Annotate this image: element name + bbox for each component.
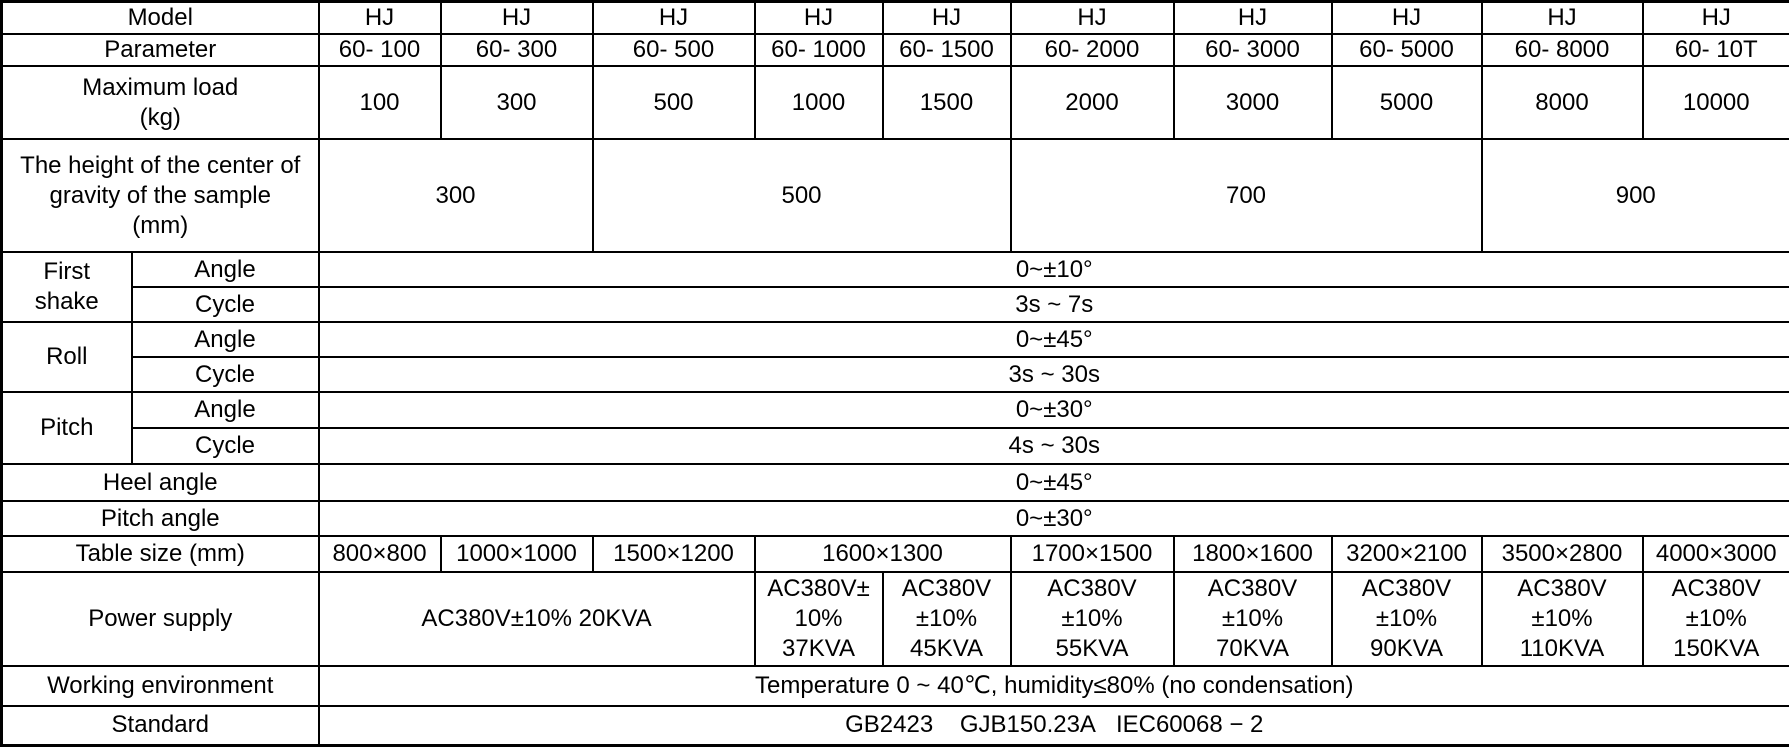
model-series-cell: HJ bbox=[1011, 2, 1174, 35]
power-supply-value-cell: AC380V ±10% 90KVA bbox=[1332, 572, 1482, 666]
model-code-cell: 60- 1500 bbox=[883, 34, 1011, 66]
roll-angle-value-cell: 0~±45° bbox=[319, 322, 1789, 357]
model-series-cell: HJ bbox=[883, 2, 1011, 35]
model-code-cell: 60- 5000 bbox=[1332, 34, 1482, 66]
gravity-height-value-cell: 700 bbox=[1011, 139, 1482, 252]
gravity-height-value-cell: 900 bbox=[1482, 139, 1789, 252]
pitch-angle-value-cell: 0~±30° bbox=[319, 392, 1789, 428]
table-size-label-cell: Table size (mm) bbox=[2, 536, 319, 572]
max-load-value-cell: 3000 bbox=[1174, 66, 1332, 139]
model-series-cell: HJ bbox=[1482, 2, 1643, 35]
model-series-cell: HJ bbox=[319, 2, 441, 35]
roll-group-cell: Roll bbox=[2, 322, 132, 392]
power-supply-value-cell: AC380V ±10% 150KVA bbox=[1643, 572, 1789, 666]
max-load-value-cell: 8000 bbox=[1482, 66, 1643, 139]
power-supply-value-cell: AC380V± 10% 37KVA bbox=[755, 572, 883, 666]
angle-label-cell: Angle bbox=[132, 392, 319, 428]
model-code-cell: 60- 2000 bbox=[1011, 34, 1174, 66]
row-working-environment: Working environment Temperature 0 ~ 40℃,… bbox=[2, 666, 1789, 706]
table-size-value-cell: 800×800 bbox=[319, 536, 441, 572]
row-pitch-angle-group: Pitch Angle 0~±30° bbox=[2, 392, 1789, 428]
model-series-cell: HJ bbox=[593, 2, 755, 35]
row-pitch-angle: Pitch angle 0~±30° bbox=[2, 501, 1789, 536]
model-code-cell: 60- 1000 bbox=[755, 34, 883, 66]
max-load-value-cell: 300 bbox=[441, 66, 593, 139]
gravity-height-value-cell: 500 bbox=[593, 139, 1011, 252]
max-load-value-cell: 10000 bbox=[1643, 66, 1789, 139]
model-code-cell: 60- 3000 bbox=[1174, 34, 1332, 66]
max-load-value-cell: 5000 bbox=[1332, 66, 1482, 139]
max-load-value-cell: 100 bbox=[319, 66, 441, 139]
power-supply-value-cell: AC380V ±10% 70KVA bbox=[1174, 572, 1332, 666]
model-code-cell: 60- 300 bbox=[441, 34, 593, 66]
heel-angle-value-cell: 0~±45° bbox=[319, 464, 1789, 501]
table-size-value-cell: 1700×1500 bbox=[1011, 536, 1174, 572]
row-max-load: Maximum load (kg) 100 300 500 1000 1500 … bbox=[2, 66, 1789, 139]
max-load-label-cell: Maximum load (kg) bbox=[2, 66, 319, 139]
standard-label-cell: Standard bbox=[2, 706, 319, 745]
row-heel-angle: Heel angle 0~±45° bbox=[2, 464, 1789, 501]
model-series-cell: HJ bbox=[1174, 2, 1332, 35]
parameter-label-cell: Parameter bbox=[2, 34, 319, 66]
power-supply-value-cell: AC380V ±10% 110KVA bbox=[1482, 572, 1643, 666]
row-power-supply: Power supply AC380V±10% 20KVA AC380V± 10… bbox=[2, 572, 1789, 666]
row-gravity-height: The height of the center of gravity of t… bbox=[2, 139, 1789, 252]
first-shake-angle-value-cell: 0~±10° bbox=[319, 252, 1789, 287]
max-load-value-cell: 2000 bbox=[1011, 66, 1174, 139]
model-label-cell: Model bbox=[2, 2, 319, 35]
working-environment-value-cell: Temperature 0 ~ 40℃, humidity≤80% (no co… bbox=[319, 666, 1789, 706]
angle-label-cell: Angle bbox=[132, 252, 319, 287]
row-roll-cycle: Cycle 3s ~ 30s bbox=[2, 357, 1789, 392]
model-code-cell: 60- 500 bbox=[593, 34, 755, 66]
angle-label-cell: Angle bbox=[132, 322, 319, 357]
row-first-shake-cycle: Cycle 3s ~ 7s bbox=[2, 287, 1789, 322]
row-table-size: Table size (mm) 800×800 1000×1000 1500×1… bbox=[2, 536, 1789, 572]
first-shake-group-cell: First shake bbox=[2, 252, 132, 322]
power-supply-value-cell: AC380V ±10% 45KVA bbox=[883, 572, 1011, 666]
max-load-value-cell: 1000 bbox=[755, 66, 883, 139]
model-series-cell: HJ bbox=[441, 2, 593, 35]
working-environment-label-cell: Working environment bbox=[2, 666, 319, 706]
first-shake-cycle-value-cell: 3s ~ 7s bbox=[319, 287, 1789, 322]
power-supply-value-cell: AC380V ±10% 55KVA bbox=[1011, 572, 1174, 666]
table-size-value-cell: 1600×1300 bbox=[755, 536, 1011, 572]
cycle-label-cell: Cycle bbox=[132, 428, 319, 464]
max-load-value-cell: 1500 bbox=[883, 66, 1011, 139]
model-code-cell: 60- 8000 bbox=[1482, 34, 1643, 66]
roll-cycle-value-cell: 3s ~ 30s bbox=[319, 357, 1789, 392]
model-series-cell: HJ bbox=[755, 2, 883, 35]
cycle-label-cell: Cycle bbox=[132, 287, 319, 322]
heel-angle-label-cell: Heel angle bbox=[2, 464, 319, 501]
model-code-cell: 60- 10T bbox=[1643, 34, 1789, 66]
model-series-cell: HJ bbox=[1332, 2, 1482, 35]
table-size-value-cell: 1000×1000 bbox=[441, 536, 593, 572]
pitch-group-cell: Pitch bbox=[2, 392, 132, 464]
table-size-value-cell: 4000×3000 bbox=[1643, 536, 1789, 572]
model-code-cell: 60- 100 bbox=[319, 34, 441, 66]
row-parameter: Parameter 60- 100 60- 300 60- 500 60- 10… bbox=[2, 34, 1789, 66]
pitch-angle-label-cell: Pitch angle bbox=[2, 501, 319, 536]
row-standard: Standard GB2423 GJB150.23A IEC60068 − 2 bbox=[2, 706, 1789, 745]
table-size-value-cell: 3500×2800 bbox=[1482, 536, 1643, 572]
row-roll-angle: Roll Angle 0~±45° bbox=[2, 322, 1789, 357]
gravity-height-label-cell: The height of the center of gravity of t… bbox=[2, 139, 319, 252]
cycle-label-cell: Cycle bbox=[132, 357, 319, 392]
gravity-height-value-cell: 300 bbox=[319, 139, 593, 252]
table-size-value-cell: 3200×2100 bbox=[1332, 536, 1482, 572]
row-model: Model HJ HJ HJ HJ HJ HJ HJ HJ HJ HJ bbox=[2, 2, 1789, 35]
pitch-angle-value-cell: 0~±30° bbox=[319, 501, 1789, 536]
row-first-shake-angle: First shake Angle 0~±10° bbox=[2, 252, 1789, 287]
table-size-value-cell: 1800×1600 bbox=[1174, 536, 1332, 572]
table-size-value-cell: 1500×1200 bbox=[593, 536, 755, 572]
power-supply-label-cell: Power supply bbox=[2, 572, 319, 666]
max-load-value-cell: 500 bbox=[593, 66, 755, 139]
power-supply-value-cell: AC380V±10% 20KVA bbox=[319, 572, 755, 666]
standard-value-cell: GB2423 GJB150.23A IEC60068 − 2 bbox=[319, 706, 1789, 745]
row-pitch-cycle: Cycle 4s ~ 30s bbox=[2, 428, 1789, 464]
model-series-cell: HJ bbox=[1643, 2, 1789, 35]
pitch-cycle-value-cell: 4s ~ 30s bbox=[319, 428, 1789, 464]
